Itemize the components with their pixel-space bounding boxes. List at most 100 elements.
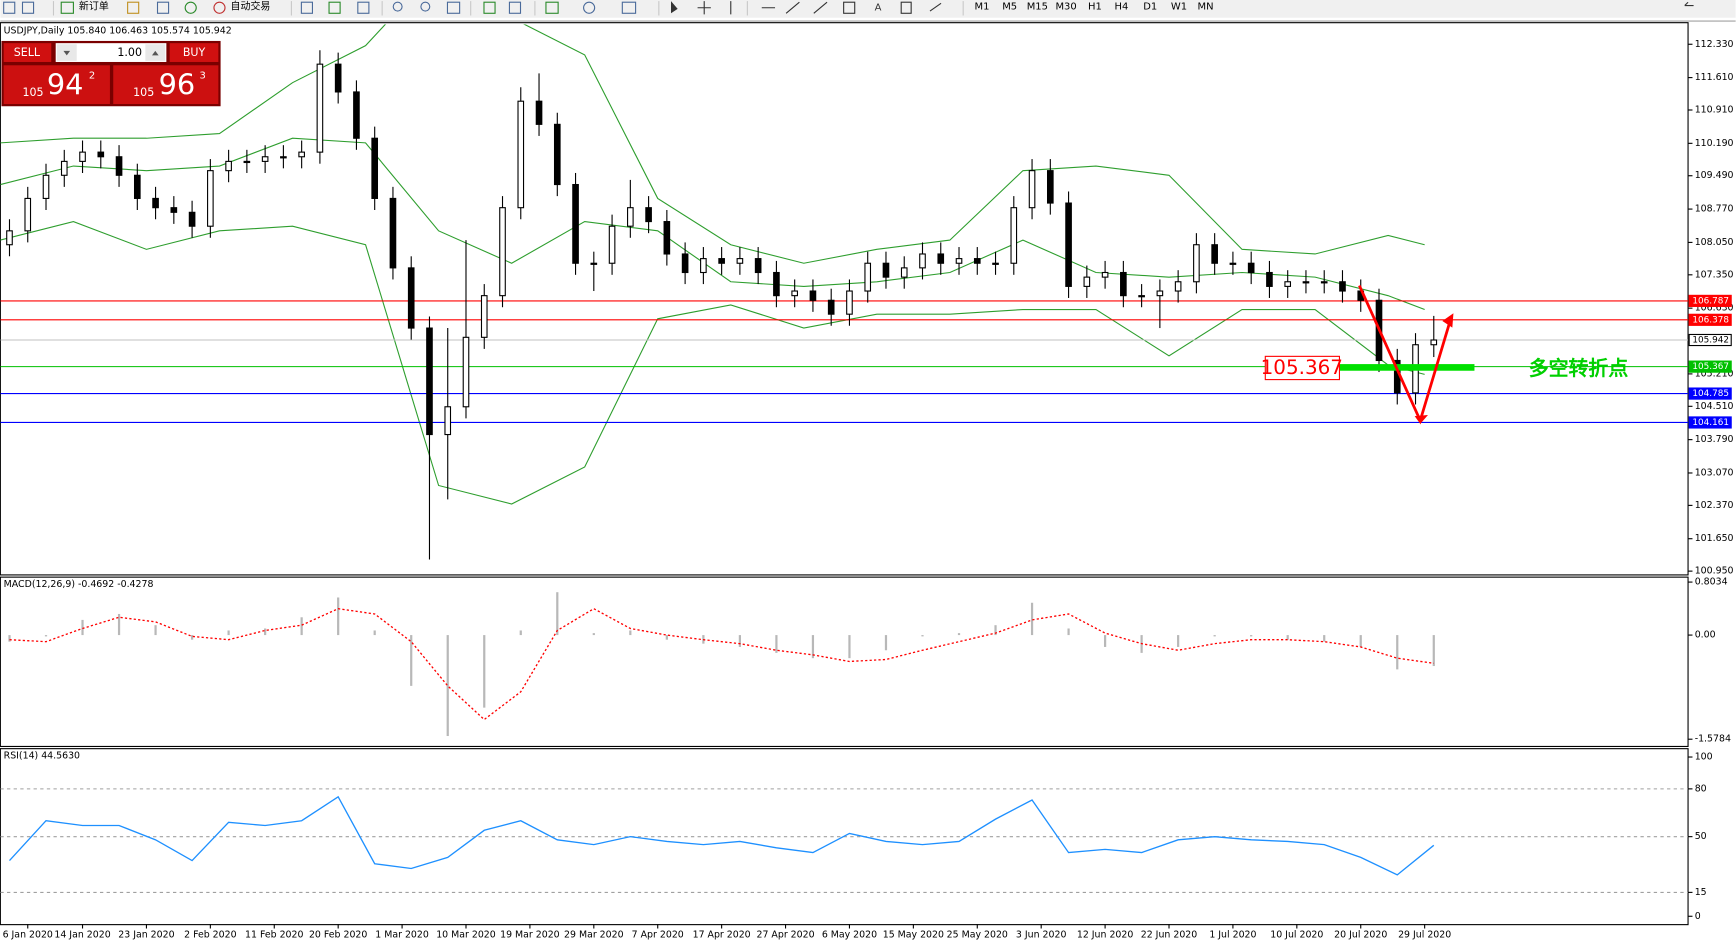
price-label: 105.367 <box>1692 362 1729 372</box>
icon[interactable] <box>900 1 912 14</box>
sell-label[interactable]: SELL <box>14 46 41 59</box>
timeframe-button[interactable]: H4 <box>1115 2 1129 13</box>
macd-bar <box>1323 635 1326 642</box>
bid-box[interactable] <box>3 65 110 105</box>
price-label-bg <box>1688 333 1732 347</box>
icon[interactable]: A <box>875 3 882 14</box>
icon[interactable] <box>483 1 496 14</box>
plot-area <box>8 592 1435 737</box>
candle-body <box>827 299 835 315</box>
price-label: 106.378 <box>1692 315 1729 325</box>
icon[interactable] <box>697 1 711 15</box>
auto-trading-button[interactable]: 自动交易 <box>231 0 271 13</box>
macd-bar <box>1286 635 1289 640</box>
icon[interactable] <box>621 1 637 14</box>
icon[interactable] <box>392 1 403 12</box>
bollinger-upper <box>0 24 1425 264</box>
ask-box[interactable] <box>113 65 219 105</box>
x-tick-label: 14 Jan 2020 <box>54 930 110 941</box>
panel-title: USDJPY,Daily 105.840 106.463 105.574 105… <box>4 25 232 36</box>
macd-bar <box>1250 635 1253 637</box>
candle-body <box>389 197 397 269</box>
x-tick-label: 20 Jul 2020 <box>1334 930 1387 941</box>
candle-body <box>608 225 616 264</box>
icon[interactable] <box>300 1 313 14</box>
icon[interactable] <box>127 1 140 14</box>
timeframe-button[interactable]: W1 <box>1171 2 1187 13</box>
y-tick-label: 101.650 <box>1695 533 1734 544</box>
candle-body <box>280 156 287 159</box>
timeframe-button[interactable]: D1 <box>1143 2 1157 13</box>
lot-field[interactable] <box>55 43 167 62</box>
candle-body <box>334 63 342 93</box>
icon[interactable] <box>671 1 678 14</box>
icon[interactable] <box>21 1 35 14</box>
y-tick-label: 103.070 <box>1695 467 1734 478</box>
candle-body <box>937 253 945 264</box>
icon[interactable] <box>328 1 341 14</box>
y-tick-label: 0.8034 <box>1695 577 1728 588</box>
ask-big: 105 <box>133 86 154 99</box>
macd-bar <box>1213 635 1216 637</box>
new-order-button[interactable]: 新订单 <box>79 0 109 13</box>
timeframe-bar: M1 M5 M15 M30 H1 H4 D1 W1 MN <box>975 2 1214 13</box>
icon[interactable] <box>583 1 596 14</box>
icon[interactable] <box>420 1 431 12</box>
candle-body <box>407 267 415 329</box>
x-tick-label: 10 Mar 2020 <box>436 930 496 941</box>
price-label-bg <box>1688 313 1732 326</box>
icon[interactable] <box>1684 1 1694 7</box>
macd-bar <box>519 630 522 636</box>
buy-button[interactable] <box>169 43 219 62</box>
candle-body <box>1010 207 1018 264</box>
y-tick-label: 108.050 <box>1695 237 1734 248</box>
candle-body <box>700 258 707 274</box>
icon[interactable] <box>357 1 370 14</box>
candle-body <box>207 170 214 227</box>
y-tick-label: 111.610 <box>1695 72 1734 83</box>
ask-sup: 3 <box>200 70 206 81</box>
icon[interactable] <box>545 1 559 14</box>
icon[interactable] <box>156 1 170 14</box>
macd-bar <box>1177 635 1180 647</box>
rsi-line <box>9 795 1435 876</box>
buy-label[interactable]: BUY <box>183 46 206 59</box>
candle-body <box>955 258 963 264</box>
timeframe-button[interactable]: M15 <box>1027 2 1048 13</box>
icon[interactable] <box>213 1 226 14</box>
candle-body <box>371 137 379 199</box>
lot-value[interactable]: 1.00 <box>117 46 142 59</box>
panel-title: MACD(12,26,9) -0.4692 -0.4278 <box>4 579 154 590</box>
macd-bar <box>1396 635 1399 670</box>
sell-button[interactable] <box>3 43 52 62</box>
macd-bar <box>81 619 84 636</box>
icon[interactable] <box>508 1 522 14</box>
price-box <box>1264 355 1340 381</box>
timeframe-button[interactable]: M30 <box>1055 2 1076 13</box>
icon[interactable] <box>929 2 942 12</box>
timeframe-button[interactable]: H1 <box>1088 2 1102 13</box>
icon[interactable] <box>60 1 74 14</box>
x-tick-label: 11 Feb 2020 <box>245 930 303 941</box>
timeframe-button[interactable]: MN <box>1198 2 1214 13</box>
icon[interactable] <box>3 1 16 14</box>
y-tick-label: 0 <box>1695 911 1701 922</box>
icon[interactable] <box>730 1 828 15</box>
x-tick-label: 12 Jun 2020 <box>1077 930 1134 941</box>
plot-area <box>0 24 1689 560</box>
bollinger-lower <box>0 220 1425 505</box>
timeframe-button[interactable]: M1 <box>975 2 990 13</box>
timeframe-button[interactable]: M5 <box>1002 2 1017 13</box>
macd-bar <box>629 630 632 636</box>
icon[interactable] <box>843 1 856 14</box>
y-tick-label: 105.210 <box>1695 368 1734 379</box>
candle-body <box>809 290 817 301</box>
icon[interactable] <box>446 1 461 14</box>
icon[interactable] <box>184 1 197 14</box>
candle-body <box>133 174 141 199</box>
x-tick-label: 20 Feb 2020 <box>309 930 367 941</box>
candle-body <box>1101 271 1109 278</box>
candle-body <box>1266 271 1273 287</box>
price-label-bg <box>1688 416 1732 429</box>
